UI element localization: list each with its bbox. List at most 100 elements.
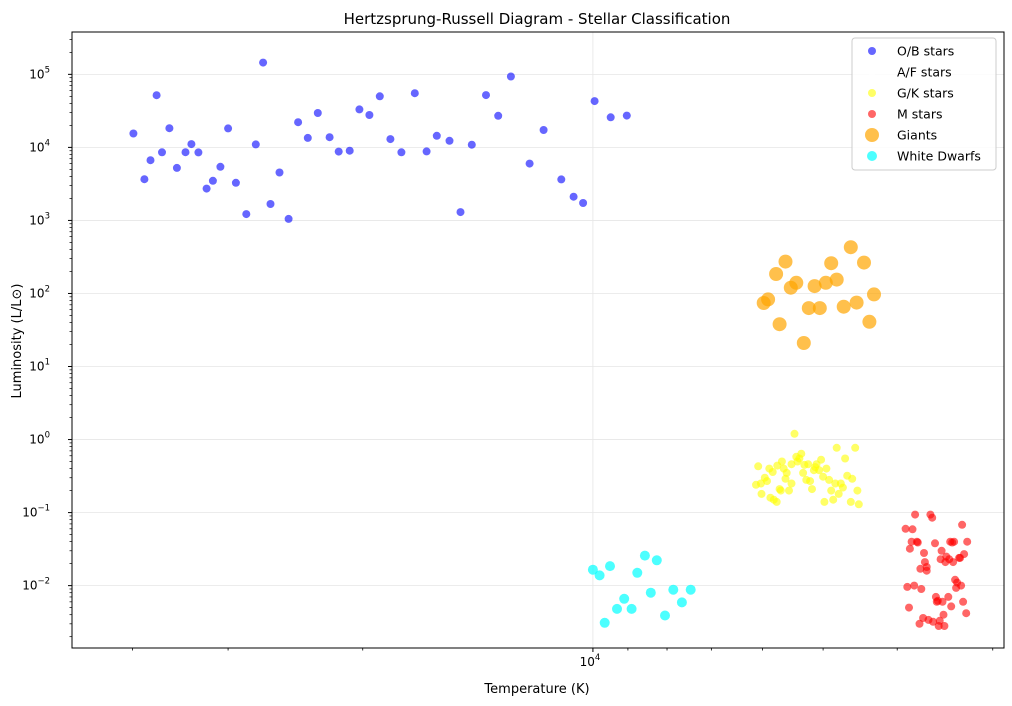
- legend-marker-o-b-stars: [868, 47, 876, 55]
- g-k-stars-point: [776, 486, 785, 495]
- o-b-stars-point: [334, 147, 343, 156]
- o-b-stars-point: [345, 146, 354, 155]
- giants-point: [769, 267, 784, 281]
- giants-point: [829, 272, 844, 287]
- g-k-stars-point: [854, 500, 863, 509]
- giants-point: [862, 314, 877, 329]
- o-b-stars-point: [140, 175, 149, 184]
- white-dwarfs-point: [626, 603, 637, 614]
- o-b-stars-point: [129, 129, 138, 138]
- white-dwarfs-point: [599, 617, 610, 628]
- o-b-stars-point: [259, 58, 268, 67]
- g-k-stars-point: [832, 443, 841, 452]
- m-stars-point: [929, 617, 938, 626]
- m-stars-point: [915, 619, 924, 628]
- white-dwarfs-point: [660, 610, 670, 621]
- m-stars-point: [940, 622, 949, 630]
- o-b-stars-point: [266, 200, 275, 208]
- o-b-stars-point: [422, 147, 431, 156]
- o-b-stars-point: [251, 140, 260, 149]
- g-k-stars-point: [799, 468, 808, 477]
- m-stars-point: [920, 549, 928, 557]
- m-stars-point: [910, 581, 919, 590]
- o-b-stars-point: [445, 136, 454, 145]
- giants-point: [836, 299, 851, 314]
- g-k-stars-point: [820, 497, 829, 506]
- o-b-stars-point: [313, 109, 322, 117]
- g-k-stars-point: [817, 455, 826, 464]
- white-dwarfs-point: [619, 593, 630, 604]
- white-dwarfs-point: [645, 587, 656, 598]
- o-b-stars-point: [590, 97, 599, 106]
- o-b-stars-point: [525, 159, 534, 168]
- g-k-stars-point: [834, 489, 843, 498]
- o-b-stars-point: [397, 148, 406, 157]
- g-k-stars-point: [754, 462, 763, 471]
- g-k-stars-point: [829, 495, 838, 504]
- legend-label-giants: Giants: [897, 128, 937, 143]
- m-stars-point: [916, 564, 925, 573]
- o-b-stars-point: [410, 89, 419, 98]
- white-dwarfs-point: [632, 567, 643, 578]
- o-b-stars-point: [494, 111, 503, 120]
- giants-point: [818, 275, 833, 290]
- giants-point: [843, 240, 858, 255]
- g-k-stars-point: [790, 429, 799, 438]
- white-dwarfs-point: [651, 555, 662, 566]
- o-b-stars-point: [181, 148, 190, 157]
- m-stars-point: [922, 563, 931, 571]
- legend-label-a-f-stars: A/F stars: [897, 65, 952, 80]
- o-b-stars-point: [606, 113, 615, 122]
- o-b-stars-point: [482, 91, 490, 100]
- m-stars-point: [905, 544, 914, 553]
- m-stars-point: [963, 537, 972, 546]
- m-stars-point: [950, 537, 959, 546]
- g-k-stars-point: [777, 457, 786, 466]
- legend-marker-m-stars: [868, 110, 876, 118]
- o-b-stars-point: [432, 131, 441, 140]
- scatter-points: [129, 58, 972, 630]
- white-dwarfs-point: [639, 550, 650, 561]
- g-k-stars-point: [827, 486, 836, 495]
- legend-box: [851, 37, 997, 171]
- legend-label-white-dwarfs: White Dwarfs: [897, 149, 981, 164]
- g-k-stars-point: [819, 472, 828, 481]
- m-stars-point: [947, 602, 956, 611]
- o-b-stars-point: [242, 210, 251, 219]
- g-k-stars-point: [822, 464, 831, 473]
- g-k-stars-point: [851, 443, 860, 452]
- white-dwarfs-point: [612, 603, 622, 614]
- m-stars-point: [905, 603, 913, 612]
- m-stars-point: [959, 597, 968, 606]
- o-b-stars-point: [569, 192, 578, 201]
- o-b-stars-point: [456, 208, 465, 217]
- o-b-stars-point: [539, 126, 548, 134]
- g-k-stars-point: [848, 474, 857, 483]
- giants-point: [801, 301, 816, 316]
- legend-marker-g-k-stars: [868, 89, 876, 97]
- o-b-stars-point: [158, 148, 166, 157]
- giants-point: [796, 336, 811, 350]
- m-stars-point: [960, 550, 969, 559]
- o-b-stars-point: [375, 92, 384, 101]
- g-k-stars-point: [797, 449, 806, 458]
- o-b-stars-point: [579, 199, 588, 207]
- g-k-stars-point: [763, 477, 771, 486]
- g-k-stars-point: [841, 454, 850, 463]
- giants-point: [778, 254, 793, 269]
- m-stars-point: [931, 539, 939, 548]
- m-stars-point: [938, 597, 947, 606]
- y-axis-label: Luminosity (L/L⊙): [10, 284, 25, 399]
- g-k-stars-point: [815, 466, 824, 475]
- legend-marker-a-f-stars: [868, 68, 876, 76]
- o-b-stars-point: [506, 72, 515, 81]
- white-dwarfs-point: [605, 561, 615, 572]
- o-b-stars-point: [152, 91, 161, 100]
- legend-label-g-k-stars: G/K stars: [897, 86, 954, 101]
- white-dwarfs-point: [676, 597, 687, 608]
- o-b-stars-point: [386, 135, 395, 144]
- giants-point: [849, 295, 864, 310]
- o-b-stars-point: [216, 162, 225, 171]
